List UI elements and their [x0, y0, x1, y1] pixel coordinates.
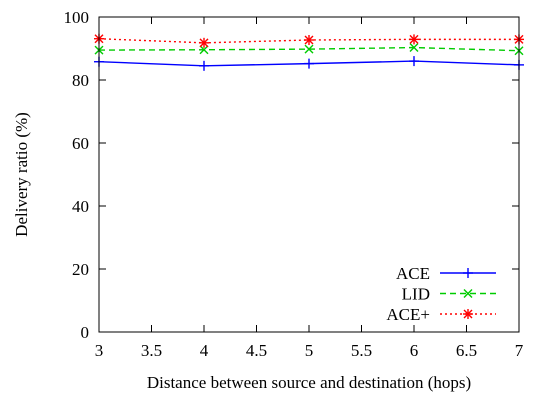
series-layer: [94, 33, 524, 71]
legend-marker: [463, 289, 473, 298]
data-point: [304, 58, 314, 69]
legend-item: ACE+: [386, 305, 496, 324]
legend-marker: [463, 268, 473, 278]
x-tick-label: 3: [95, 341, 104, 360]
data-point: [409, 56, 419, 67]
data-point: [409, 34, 419, 45]
marker-stroke: [463, 309, 473, 319]
x-tick-label: 5: [305, 341, 314, 360]
x-tick-label: 6.5: [456, 341, 477, 360]
y-tick-label: 100: [64, 8, 90, 27]
y-tick-label: 20: [72, 260, 89, 279]
series-lid: [94, 43, 524, 56]
series-ace: [94, 56, 524, 71]
x-tick-label: 3.5: [141, 341, 162, 360]
y-axis-label: Delivery ratio (%): [12, 112, 31, 237]
x-tick-label: 6: [410, 341, 419, 360]
x-tick-label: 4: [200, 341, 209, 360]
marker-stroke: [409, 43, 419, 53]
legend-label: ACE+: [386, 305, 430, 324]
marker-stroke: [304, 44, 314, 54]
marker-stroke: [409, 34, 419, 44]
x-tick-label: 7: [515, 341, 524, 360]
marker-stroke: [304, 35, 314, 45]
marker-stroke: [199, 45, 209, 55]
y-tick-label: 0: [81, 323, 90, 342]
data-point: [199, 45, 209, 55]
marker-stroke: [463, 289, 473, 298]
x-tick-label: 5.5: [351, 341, 372, 360]
y-tick-label: 80: [72, 71, 89, 90]
series-ace-plus: [94, 33, 524, 48]
data-point: [304, 44, 314, 54]
x-axis-label: Distance between source and destination …: [147, 373, 471, 392]
legend-label: LID: [402, 285, 430, 304]
legend-item: LID: [402, 285, 496, 304]
plot-frame: [98, 16, 520, 333]
data-point: [199, 37, 209, 48]
data-point: [409, 43, 419, 53]
legend-label: ACE: [396, 264, 430, 283]
legend-marker: [463, 309, 473, 319]
y-tick-label: 40: [72, 197, 89, 216]
legend-item: ACE: [396, 264, 496, 283]
ticks-layer: 3 3.5 4 4.5 5 5.5 6 6.5 7 0 20 40 60 80 100: [64, 8, 524, 360]
y-tick-label: 60: [72, 134, 89, 153]
marker-stroke: [199, 38, 209, 48]
x-tick-label: 4.5: [246, 341, 267, 360]
data-point: [304, 34, 314, 45]
data-point: [199, 60, 209, 71]
